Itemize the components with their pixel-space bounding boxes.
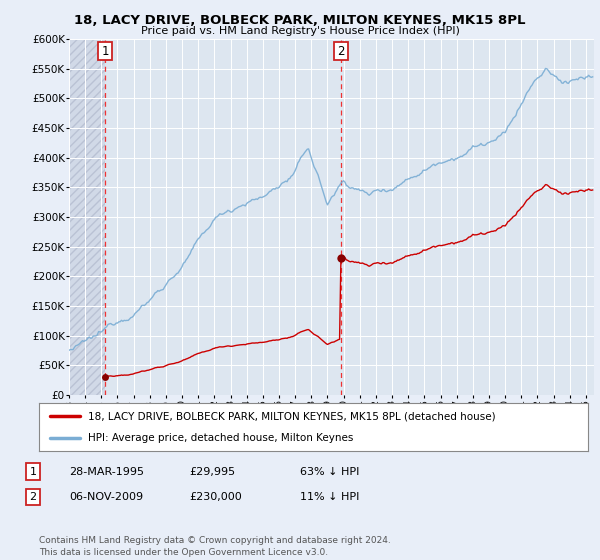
Text: 28-MAR-1995: 28-MAR-1995 <box>69 466 144 477</box>
Text: 06-NOV-2009: 06-NOV-2009 <box>69 492 143 502</box>
Text: 18, LACY DRIVE, BOLBECK PARK, MILTON KEYNES, MK15 8PL (detached house): 18, LACY DRIVE, BOLBECK PARK, MILTON KEY… <box>88 411 496 421</box>
Text: 1: 1 <box>29 466 37 477</box>
Text: 18, LACY DRIVE, BOLBECK PARK, MILTON KEYNES, MK15 8PL: 18, LACY DRIVE, BOLBECK PARK, MILTON KEY… <box>74 14 526 27</box>
Text: 63% ↓ HPI: 63% ↓ HPI <box>300 466 359 477</box>
Text: 11% ↓ HPI: 11% ↓ HPI <box>300 492 359 502</box>
Text: £230,000: £230,000 <box>189 492 242 502</box>
Text: Price paid vs. HM Land Registry's House Price Index (HPI): Price paid vs. HM Land Registry's House … <box>140 26 460 36</box>
Text: 2: 2 <box>29 492 37 502</box>
Bar <box>69 39 105 395</box>
Text: HPI: Average price, detached house, Milton Keynes: HPI: Average price, detached house, Milt… <box>88 433 354 443</box>
Text: Contains HM Land Registry data © Crown copyright and database right 2024.
This d: Contains HM Land Registry data © Crown c… <box>39 536 391 557</box>
Text: 1: 1 <box>101 45 109 58</box>
Text: 2: 2 <box>337 45 345 58</box>
Text: £29,995: £29,995 <box>189 466 235 477</box>
